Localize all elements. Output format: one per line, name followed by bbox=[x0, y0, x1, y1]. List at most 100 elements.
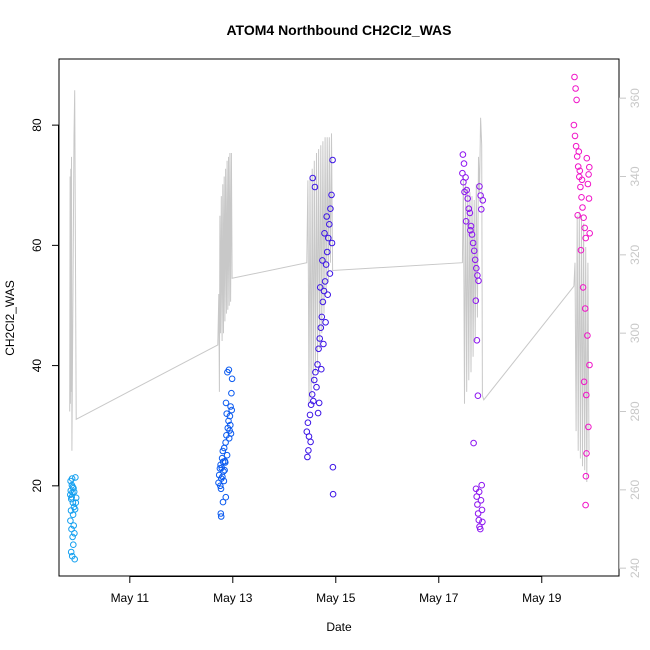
data-point bbox=[576, 167, 584, 175]
data-point bbox=[305, 447, 312, 454]
data-point bbox=[319, 298, 327, 306]
data-point bbox=[227, 430, 235, 437]
data-point bbox=[478, 206, 485, 213]
data-point bbox=[215, 471, 223, 479]
y-tick-label: 80 bbox=[30, 118, 44, 132]
secondary-series-line bbox=[69, 90, 590, 483]
data-point bbox=[571, 132, 579, 140]
secondary-y-axis: 240 260 280 300 320 340 360 bbox=[619, 88, 642, 578]
data-point bbox=[70, 522, 77, 529]
data-point bbox=[219, 498, 227, 506]
data-point bbox=[478, 481, 486, 489]
data-point bbox=[220, 477, 228, 485]
data-point bbox=[217, 513, 225, 520]
data-point bbox=[328, 191, 335, 199]
data-point bbox=[577, 246, 585, 254]
data-point bbox=[68, 493, 75, 501]
data-point bbox=[71, 506, 79, 513]
data-point bbox=[472, 297, 480, 305]
data-point bbox=[476, 183, 483, 190]
data-point bbox=[584, 180, 592, 188]
data-point bbox=[67, 517, 74, 525]
data-point bbox=[306, 411, 314, 419]
data-point bbox=[223, 451, 231, 459]
data-point bbox=[70, 488, 78, 496]
data-point bbox=[578, 194, 585, 201]
data-point bbox=[222, 459, 229, 466]
y2-tick-label: 260 bbox=[628, 480, 642, 500]
data-point bbox=[583, 450, 590, 457]
data-point bbox=[581, 305, 589, 312]
data-point bbox=[327, 205, 334, 212]
data-point bbox=[228, 389, 235, 397]
x-tick-label: May 19 bbox=[522, 591, 562, 605]
data-point bbox=[473, 264, 480, 272]
data-point bbox=[67, 548, 75, 556]
data-point bbox=[222, 439, 229, 446]
data-point bbox=[325, 234, 332, 242]
data-point bbox=[474, 510, 482, 517]
data-point bbox=[317, 324, 325, 332]
x-tick-label: May 13 bbox=[213, 591, 253, 605]
data-point bbox=[217, 510, 225, 517]
data-point bbox=[586, 230, 594, 237]
data-point bbox=[467, 227, 474, 234]
data-point bbox=[479, 197, 487, 204]
data-point bbox=[228, 406, 235, 414]
data-point bbox=[462, 174, 469, 181]
series-group-2 bbox=[215, 366, 236, 520]
data-point bbox=[329, 490, 337, 498]
data-point bbox=[72, 494, 80, 502]
data-point bbox=[582, 472, 590, 480]
data-point bbox=[72, 474, 79, 481]
data-point bbox=[585, 195, 593, 202]
data-point bbox=[320, 340, 327, 348]
y-axis-label: CH2Cl2_WAS bbox=[3, 280, 17, 356]
data-point bbox=[464, 195, 472, 202]
data-point bbox=[581, 224, 589, 232]
x-axis: May 11 May 13 May 15 May 17 May 19 bbox=[111, 576, 562, 605]
data-point bbox=[586, 361, 593, 369]
data-point bbox=[318, 313, 326, 321]
data-point bbox=[574, 212, 582, 219]
data-point bbox=[321, 230, 328, 237]
data-point bbox=[585, 171, 592, 178]
data-point bbox=[71, 555, 78, 563]
data-point bbox=[584, 332, 591, 339]
secondary-line-layer bbox=[69, 90, 590, 483]
data-point bbox=[478, 506, 486, 514]
data-point bbox=[574, 163, 582, 170]
data-point bbox=[222, 399, 230, 407]
data-point bbox=[470, 439, 477, 447]
data-point bbox=[571, 73, 578, 81]
y2-tick-label: 300 bbox=[628, 323, 642, 343]
data-point bbox=[307, 401, 315, 409]
data-point bbox=[227, 403, 234, 410]
data-point bbox=[473, 337, 481, 344]
data-point bbox=[314, 409, 322, 417]
data-point bbox=[307, 438, 314, 446]
data-point bbox=[69, 533, 76, 541]
data-point bbox=[219, 447, 227, 455]
data-point bbox=[308, 391, 316, 398]
data-point bbox=[462, 218, 470, 225]
data-point bbox=[311, 376, 318, 384]
plot-area-frame bbox=[58, 58, 620, 577]
y2-tick-label: 320 bbox=[628, 245, 642, 265]
data-point bbox=[467, 222, 475, 230]
data-point bbox=[319, 257, 326, 264]
data-point bbox=[580, 378, 588, 386]
data-point bbox=[71, 530, 78, 537]
data-point bbox=[68, 475, 76, 482]
data-point bbox=[312, 368, 319, 376]
data-point bbox=[573, 96, 580, 104]
data-point bbox=[583, 154, 591, 162]
data-point bbox=[463, 186, 471, 194]
data-point bbox=[582, 234, 590, 242]
data-point bbox=[323, 213, 331, 220]
data-point bbox=[217, 482, 224, 490]
data-point bbox=[572, 85, 579, 92]
data-point bbox=[314, 361, 321, 368]
data-point bbox=[309, 174, 317, 182]
